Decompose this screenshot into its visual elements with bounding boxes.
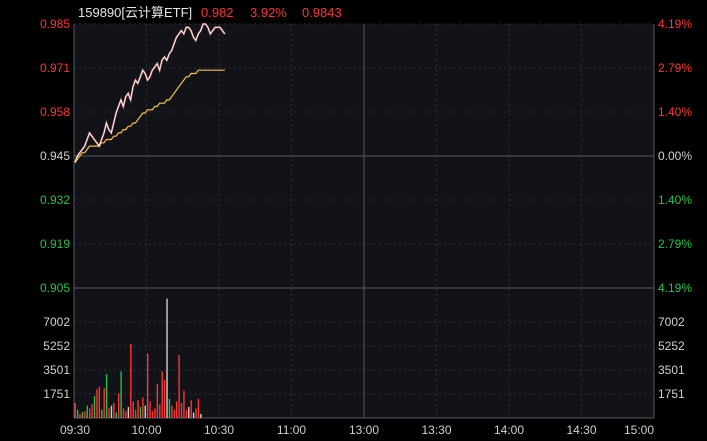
volume-bar <box>200 413 202 418</box>
volume-bar <box>125 411 127 418</box>
volume-tick-label: 7002 <box>658 315 685 329</box>
volume-bar <box>98 386 101 418</box>
volume-bar <box>122 408 125 418</box>
volume-bar <box>159 404 161 418</box>
volume-bar <box>86 405 88 418</box>
volume-bar <box>134 409 137 418</box>
volume-bar <box>190 400 192 418</box>
volume-bar <box>147 353 149 418</box>
volume-bar <box>115 412 117 418</box>
volume-bar <box>101 409 103 418</box>
volume-bar <box>180 402 183 418</box>
percent-tick-label: 2.79% <box>658 61 692 75</box>
volume-bar <box>103 387 105 418</box>
volume-tick-label: 3501 <box>658 363 685 377</box>
time-tick-label: 09:30 <box>60 423 90 436</box>
volume-bar <box>166 298 168 418</box>
price-tick-label: 0.905 <box>40 281 70 295</box>
volume-bar <box>137 400 139 418</box>
volume-bar <box>176 401 178 418</box>
volume-tick-label: 5252 <box>658 339 685 353</box>
volume-tick-label: 7002 <box>43 315 70 329</box>
time-tick-label: 14:30 <box>566 423 596 436</box>
time-tick-label: 13:30 <box>421 423 451 436</box>
time-tick-label: 10:00 <box>131 423 161 436</box>
volume-bar <box>110 405 113 418</box>
average-price: 0.9843 <box>302 5 342 20</box>
price-tick-label: 0.971 <box>40 61 70 75</box>
volume-tick-label: 1751 <box>658 387 685 401</box>
change-percent: 3.92% <box>250 5 287 20</box>
percent-tick-label: 2.79% <box>658 237 692 251</box>
price-tick-label: 0.985 <box>40 17 70 31</box>
price-line <box>74 23 226 163</box>
percent-tick-label: 1.40% <box>658 105 692 119</box>
volume-bar <box>96 389 98 418</box>
current-price: 0.982 <box>201 5 234 20</box>
stock-title: 159890[云计算ETF] <box>78 5 192 20</box>
volume-bar <box>192 412 195 418</box>
percent-tick-label: 0.00% <box>658 149 692 163</box>
volume-bar <box>76 409 79 418</box>
percent-tick-label: 1.40% <box>658 193 692 207</box>
volume-bars <box>74 298 202 418</box>
volume-bar <box>178 354 180 418</box>
volume-bar <box>132 401 134 418</box>
volume-bar <box>197 398 200 418</box>
volume-bar <box>185 409 188 418</box>
volume-bar <box>156 383 159 418</box>
volume-bar <box>144 405 146 418</box>
volume-tick-label: 3501 <box>43 363 70 377</box>
volume-bar <box>81 411 84 418</box>
volume-tick-label: 5252 <box>43 339 70 353</box>
time-tick-label: 13:00 <box>349 423 379 436</box>
volume-bar <box>171 405 173 418</box>
volume-bar <box>74 402 76 418</box>
price-tick-label: 0.945 <box>40 149 70 163</box>
volume-bar <box>93 396 96 418</box>
volume-bar <box>195 408 197 418</box>
volume-bar <box>149 401 151 418</box>
volume-bar <box>91 404 93 418</box>
volume-bar <box>79 413 81 418</box>
volume-bar <box>188 407 190 418</box>
grid-lines <box>73 23 655 419</box>
time-tick-label: 15:00 <box>624 423 654 436</box>
volume-bar <box>163 379 166 418</box>
percent-tick-label: 4.19% <box>658 17 692 31</box>
volume-bar <box>120 371 122 418</box>
price-tick-label: 0.958 <box>40 105 70 119</box>
volume-bar <box>89 408 91 418</box>
volume-bar <box>142 397 144 418</box>
volume-bar <box>151 411 154 418</box>
volume-bar <box>127 407 130 418</box>
time-tick-label: 14:00 <box>494 423 524 436</box>
price-lines <box>73 22 226 163</box>
volume-bar <box>108 408 110 418</box>
volume-bar <box>154 408 156 418</box>
volume-bar <box>84 411 86 418</box>
volume-bar <box>168 398 171 418</box>
volume-bar <box>118 393 120 418</box>
axis-labels: 0.985 4.19% 0.971 2.79% 0.958 1.40% 0.945 0.00%… <box>40 17 692 437</box>
volume-tick-label: 1751 <box>43 387 70 401</box>
time-tick-label: 10:30 <box>204 423 234 436</box>
time-tick-label: 11:00 <box>277 423 306 436</box>
percent-tick-label: 4.19% <box>658 281 692 295</box>
volume-bar <box>173 409 175 418</box>
volume-bar <box>183 390 185 418</box>
price-tick-label: 0.919 <box>40 237 70 251</box>
volume-bar <box>130 343 132 418</box>
volume-bar <box>139 407 142 418</box>
volume-bar <box>105 374 108 418</box>
price-tick-label: 0.932 <box>40 193 70 207</box>
volume-bar <box>113 402 115 418</box>
volume-bar <box>161 371 163 418</box>
